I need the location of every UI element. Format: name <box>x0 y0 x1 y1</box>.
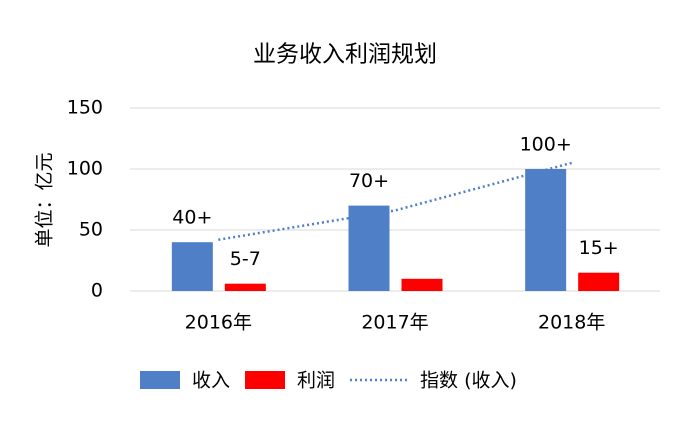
bar <box>401 278 443 291</box>
value-label: 100+ <box>520 134 572 156</box>
legend-label: 利润 <box>297 370 335 392</box>
value-label: 70+ <box>349 170 389 192</box>
y-tick-label: 50 <box>79 219 103 241</box>
x-tick-label: 2016年 <box>185 312 252 334</box>
bar <box>171 242 213 291</box>
value-label: 5-7 <box>230 248 261 270</box>
chart-title: 业务收入利润规划 <box>253 42 437 68</box>
y-tick-label: 0 <box>91 280 103 302</box>
bar <box>525 169 567 291</box>
value-label: 15+ <box>579 237 619 259</box>
y-tick-label: 150 <box>67 97 103 119</box>
y-tick-label: 100 <box>67 158 103 180</box>
legend-swatch <box>245 371 286 389</box>
y-axis-label: 单位：亿元 <box>34 152 56 247</box>
trend-line <box>218 161 572 241</box>
value-label: 40+ <box>172 207 212 229</box>
x-tick-label: 2017年 <box>361 312 428 334</box>
bar <box>578 272 620 291</box>
legend-label: 指数 (收入) <box>420 370 517 392</box>
bar <box>224 283 266 291</box>
legend-label: 收入 <box>192 370 230 392</box>
bar <box>348 205 390 291</box>
x-tick-label: 2018年 <box>538 312 605 334</box>
legend-swatch <box>140 371 180 389</box>
